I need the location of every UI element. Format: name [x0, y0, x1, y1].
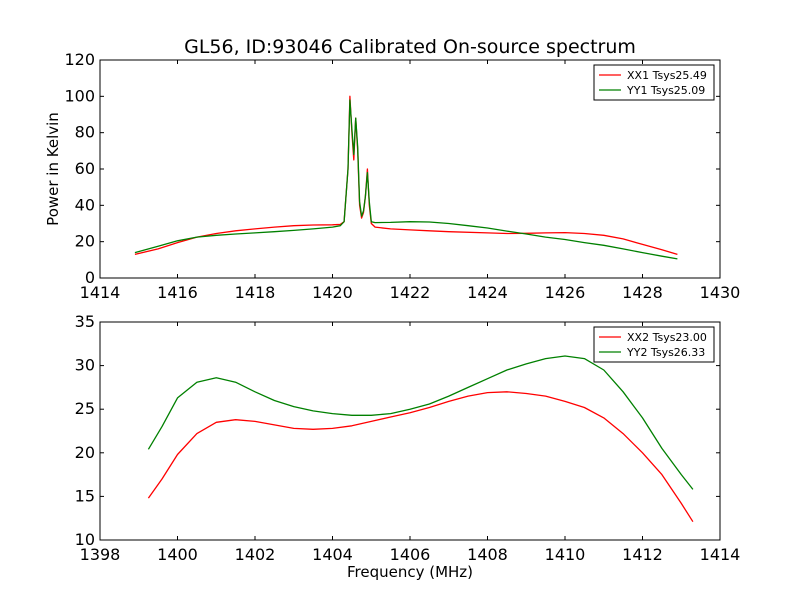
bottom-y-tick-label: 35 — [75, 312, 95, 331]
bottom-y-tick-label: 15 — [75, 486, 95, 505]
top-x-tick-label: 1420 — [312, 283, 353, 302]
bottom-series-line-1 — [147, 391, 694, 523]
bottom-x-tick-label: 1406 — [390, 545, 431, 564]
bottom-panel: 1398 1400 1402 1404 1406 1408 1410 1412 1414 10 15… — [75, 312, 741, 581]
bottom-y-tick-label: 20 — [75, 443, 95, 462]
top-legend-label-1: XX1 Tsys25.49 — [627, 69, 707, 82]
bottom-x-tick-label: 1410 — [545, 545, 586, 564]
top-x-tick-label: 1414 — [80, 283, 121, 302]
top-legend-label-2: YY1 Tsys25.09 — [626, 84, 705, 97]
bottom-legend-box — [593, 326, 715, 363]
top-legend-box — [593, 64, 715, 101]
top-y-tick-label: 100 — [64, 86, 95, 105]
top-x-tick-label: 1428 — [622, 283, 663, 302]
bottom-x-axis-title: Frequency (MHz) — [347, 563, 473, 581]
bottom-x-tick-label: 1408 — [467, 545, 508, 564]
bottom-legend-label-1: XX2 Tsys23.00 — [627, 331, 707, 344]
top-y-tick-label: 80 — [75, 123, 95, 142]
top-y-tick-label: 120 — [64, 50, 95, 69]
top-x-tick-label: 1424 — [467, 283, 508, 302]
top-x-tick-label: 1416 — [157, 283, 198, 302]
top-y-axis-title: Power in Kelvin — [44, 112, 62, 226]
bottom-x-tick-label: 1400 — [157, 545, 198, 564]
bottom-legend: XX2 Tsys23.00 YY2 Tsys26.33 — [593, 326, 715, 363]
top-y-tick-label: 40 — [75, 195, 95, 214]
top-x-tick-label: 1430 — [700, 283, 741, 302]
bottom-x-tick-label: 1412 — [622, 545, 663, 564]
top-x-tick-label: 1418 — [235, 283, 276, 302]
top-y-tick-label: 60 — [75, 159, 95, 178]
bottom-y-tick-label: 30 — [75, 356, 95, 375]
bottom-series-line-2 — [147, 355, 694, 490]
bottom-x-tick-label: 1404 — [312, 545, 353, 564]
top-series-line-2 — [134, 99, 678, 260]
figure-title: GL56, ID:93046 Calibrated On-source spec… — [184, 36, 636, 58]
bottom-x-tick-label: 1398 — [80, 545, 121, 564]
top-y-tick-label: 20 — [75, 232, 95, 251]
top-x-tick-label: 1422 — [390, 283, 431, 302]
top-legend: XX1 Tsys25.49 YY1 Tsys25.09 — [593, 64, 715, 101]
bottom-x-tick-label: 1402 — [235, 545, 276, 564]
bottom-y-tick-label: 25 — [75, 399, 95, 418]
top-x-tick-label: 1426 — [545, 283, 586, 302]
top-panel: 1414 1416 1418 1420 1422 1424 1426 1428 1430 0 20 4… — [44, 50, 740, 302]
bottom-x-tick-label: 1414 — [700, 545, 741, 564]
top-y-tick-label: 0 — [85, 268, 95, 287]
bottom-y-tick-label: 10 — [75, 530, 95, 549]
bottom-legend-label-2: YY2 Tsys26.33 — [626, 346, 705, 359]
